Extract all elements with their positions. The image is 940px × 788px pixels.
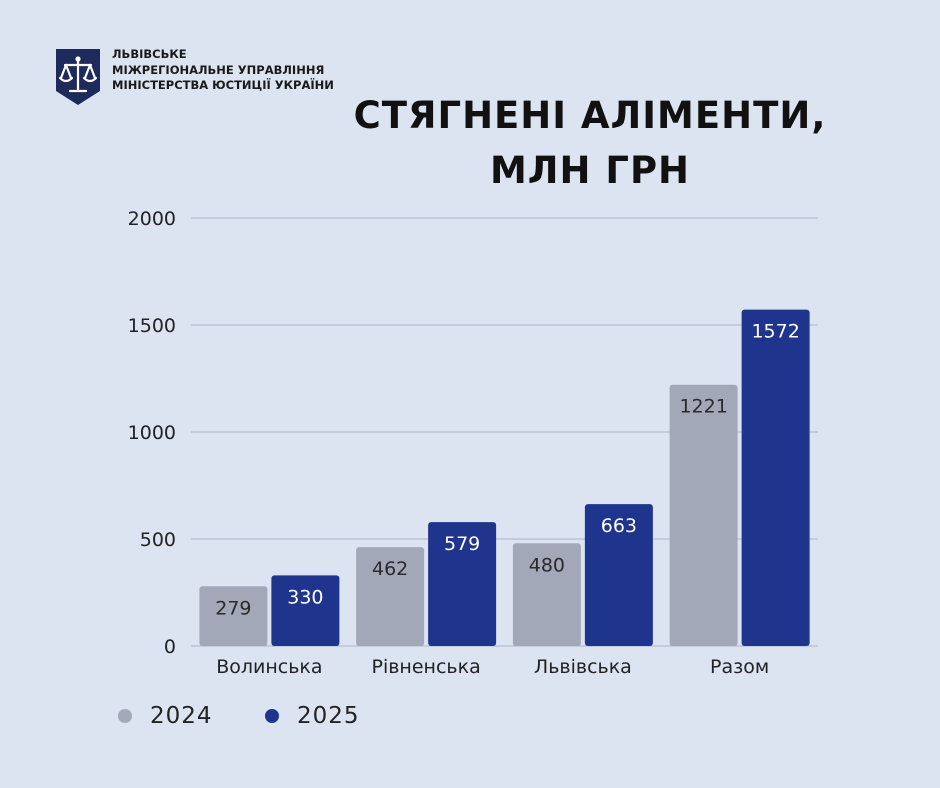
legend-swatch-2025: [265, 709, 279, 723]
data-label: 330: [287, 586, 323, 608]
y-tick-label: 2000: [128, 208, 176, 230]
bar-2024: [356, 547, 425, 646]
chart-title-line: МЛН ГРН: [489, 149, 691, 192]
legend-label: 2024: [150, 703, 213, 729]
x-tick-label: Волинська: [216, 656, 322, 678]
organization-line: МІЖРЕГІОНАЛЬНЕ УПРАВЛІННЯ: [112, 62, 325, 77]
legend-label: 2025: [297, 703, 360, 729]
y-tick-label: 500: [140, 529, 176, 551]
x-tick-label: Львівська: [534, 656, 632, 678]
chart-title-line: СТЯГНЕНІ АЛІМЕНТИ,: [353, 94, 827, 137]
organization-line: ЛЬВІВСЬКЕ: [112, 47, 187, 61]
data-label: 579: [444, 533, 480, 555]
scales-of-justice-icon: [56, 49, 100, 105]
organization-line: МІНІСТЕРСТВА ЮСТИЦІЇ УКРАЇНИ: [112, 78, 334, 92]
y-tick-label: 1500: [128, 315, 176, 337]
bar-2025: [271, 575, 340, 646]
bar-2024: [512, 543, 581, 646]
bar-2024: [199, 586, 268, 646]
data-label: 279: [215, 597, 251, 619]
bar-2025: [428, 522, 497, 646]
data-label: 1221: [679, 396, 727, 418]
data-label: 480: [529, 554, 565, 576]
legend-swatch-2024: [118, 709, 132, 723]
ministry-logo: [54, 47, 102, 111]
data-label: 462: [372, 558, 408, 580]
y-tick-label: 0: [164, 636, 176, 658]
legend-item-2024: 2024: [118, 703, 213, 729]
bar-2025: [584, 504, 653, 646]
data-label: 663: [601, 515, 637, 537]
bar-2025: [741, 309, 810, 646]
chart-title: СТЯГНЕНІ АЛІМЕНТИ, МЛН ГРН: [340, 88, 840, 198]
data-label: 1572: [751, 321, 799, 343]
legend-item-2025: 2025: [265, 703, 360, 729]
y-tick-label: 1000: [128, 422, 176, 444]
bar-2024: [669, 384, 738, 646]
organization-name: ЛЬВІВСЬКЕ МІЖРЕГІОНАЛЬНЕ УПРАВЛІННЯ МІНІ…: [112, 47, 334, 94]
x-tick-label: Разом: [710, 656, 769, 678]
x-tick-label: Рівненська: [372, 656, 481, 678]
